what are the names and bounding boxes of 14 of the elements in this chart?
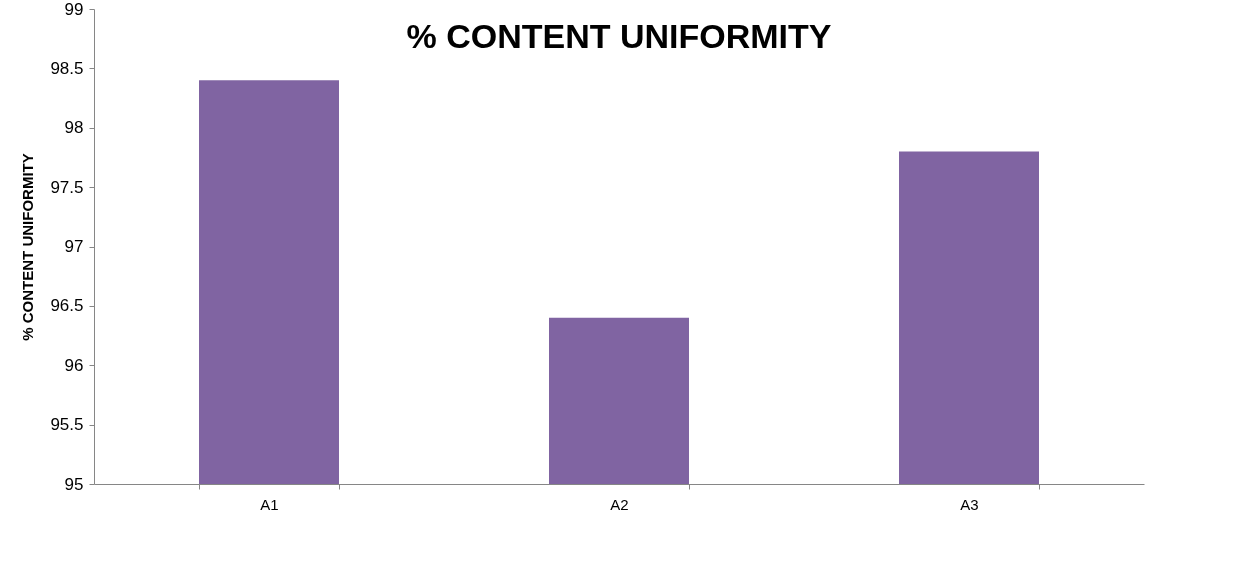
x-tick-label: A1 bbox=[260, 495, 279, 513]
y-tick-label: 98 bbox=[64, 118, 84, 138]
chart-title: % CONTENT UNIFORMITY bbox=[406, 17, 832, 55]
y-tick-label: 96.5 bbox=[50, 296, 84, 316]
y-tick-label: 97.5 bbox=[50, 177, 84, 197]
y-tick-label: 95.5 bbox=[50, 415, 84, 435]
y-tick-label: 99 bbox=[64, 0, 84, 19]
y-tick-label: 95 bbox=[64, 474, 84, 494]
x-tick-label: A3 bbox=[960, 495, 979, 513]
x-tick-label: A2 bbox=[610, 495, 629, 513]
y-tick-label: 97 bbox=[64, 237, 84, 256]
y-tick-label: 96 bbox=[64, 355, 84, 375]
y-tick-label: 98.5 bbox=[50, 58, 84, 78]
y-axis-title: % CONTENT UNIFORMITY bbox=[19, 153, 37, 341]
